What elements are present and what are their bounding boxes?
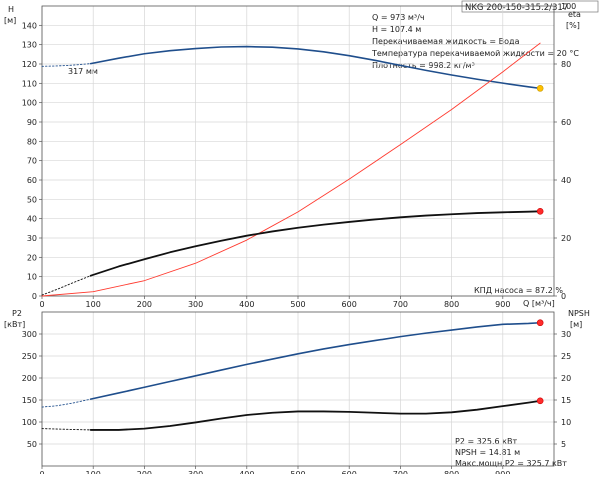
top-y2-tick-label: 20 bbox=[561, 234, 571, 243]
top-y-tick-label: 120 bbox=[22, 60, 37, 69]
top-y-tick-label: 30 bbox=[27, 234, 37, 243]
top-y2-tick-label: 80 bbox=[561, 60, 571, 69]
top-info-line: Плотность = 998.2 кг/м³ bbox=[372, 61, 475, 70]
bottom-operating-point-p2 bbox=[536, 319, 544, 327]
bottom-x-tick-label: 100 bbox=[86, 470, 101, 474]
top-info-line: Q = 973 м³/ч bbox=[372, 13, 425, 22]
top-x-tick-label: 600 bbox=[342, 300, 357, 309]
x-axis-unit: Q [м³/ч] bbox=[523, 299, 555, 308]
top-y-tick-label: 20 bbox=[27, 253, 37, 262]
top-y-tick-label: 90 bbox=[27, 118, 37, 127]
top-left-axis-name: H bbox=[8, 5, 14, 14]
top-y-tick-label: 0 bbox=[32, 292, 37, 301]
bottom-series-p2 bbox=[89, 321, 541, 400]
top-y-tick-label: 140 bbox=[22, 21, 37, 30]
bottom-x-tick-label: 400 bbox=[239, 470, 254, 474]
bottom-right-axis-unit: [м] bbox=[570, 320, 582, 329]
top-y2-tick-label: 100 bbox=[561, 2, 576, 11]
bottom-y-tick-label: 300 bbox=[22, 330, 37, 339]
bottom-grid bbox=[41, 312, 554, 466]
top-right-axis-name: eta bbox=[568, 10, 581, 19]
bottom-y2-tick-label: 30 bbox=[561, 330, 571, 339]
curve-label: 317 мм bbox=[68, 67, 98, 76]
top-y2-tick-label: 0 bbox=[561, 292, 566, 301]
top-x-tick-label: 300 bbox=[188, 300, 203, 309]
bottom-x-tick-label: 700 bbox=[393, 470, 408, 474]
top-y-tick-label: 50 bbox=[27, 195, 37, 204]
bottom-x-tick-label: 0 bbox=[39, 470, 44, 474]
bottom-y2-tick-label: 5 bbox=[561, 440, 566, 449]
bottom-y2-tick-label: 20 bbox=[561, 374, 571, 383]
top-x-tick-label: 800 bbox=[444, 300, 459, 309]
bottom-series-p2-ext bbox=[41, 398, 92, 408]
bottom-x-tick-label: 600 bbox=[342, 470, 357, 474]
top-y-tick-label: 40 bbox=[27, 215, 37, 224]
top-series-head bbox=[89, 45, 541, 90]
bottom-series-npsh bbox=[89, 399, 542, 431]
top-y2-tick-label: 40 bbox=[561, 176, 571, 185]
top-y-tick-label: 100 bbox=[22, 99, 37, 108]
bottom-x-tick-label: 900 bbox=[495, 470, 510, 474]
top-info-line: Перекачиваемая жидкость = Вода bbox=[372, 37, 520, 46]
top-y2-tick-label: 60 bbox=[561, 118, 571, 127]
model-header: NKG 200-150-315.2/317 bbox=[465, 3, 568, 13]
bottom-info-line: P2 = 325.6 кВт bbox=[455, 437, 517, 446]
bottom-y2-tick-label: 10 bbox=[561, 418, 571, 427]
bottom-series-npsh-ext bbox=[41, 428, 92, 431]
top-series-torque bbox=[89, 210, 542, 277]
bottom-x-tick-label: 500 bbox=[290, 470, 305, 474]
bottom-x-tick-label: 200 bbox=[137, 470, 152, 474]
top-x-tick-label: 100 bbox=[86, 300, 101, 309]
top-series-head-ext bbox=[41, 63, 92, 67]
bottom-y-tick-label: 200 bbox=[22, 374, 37, 383]
top-y-tick-label: 10 bbox=[27, 273, 37, 282]
top-y-tick-label: 60 bbox=[27, 176, 37, 185]
bottom-operating-point-npsh bbox=[536, 397, 544, 405]
top-info-line: H = 107.4 м bbox=[372, 25, 421, 34]
bottom-y-tick-label: 250 bbox=[22, 352, 37, 361]
bottom-right-axis-name: NPSH bbox=[568, 309, 590, 318]
bottom-x-tick-label: 300 bbox=[188, 470, 203, 474]
top-x-tick-label: 700 bbox=[393, 300, 408, 309]
top-y-tick-label: 80 bbox=[27, 137, 37, 146]
top-series-eta bbox=[41, 42, 541, 297]
top-x-tick-label: 900 bbox=[495, 300, 510, 309]
top-right-axis-unit: [%] bbox=[566, 21, 580, 30]
bottom-y-tick-label: 50 bbox=[27, 440, 37, 449]
bottom-info-line: NPSH = 14.81 м bbox=[455, 448, 520, 457]
top-y-tick-label: 110 bbox=[22, 79, 37, 88]
bottom-y-tick-label: 100 bbox=[22, 418, 37, 427]
bottom-info-line: Макс.мощн.P2 = 325.7 кВт bbox=[455, 459, 567, 468]
top-left-axis-unit: [м] bbox=[4, 16, 16, 25]
top-operating-point-torque bbox=[536, 208, 544, 215]
bottom-left-axis-unit: [кВт] bbox=[4, 320, 25, 329]
top-series-torque-ext bbox=[41, 275, 92, 296]
bottom-y-tick-label: 150 bbox=[22, 396, 37, 405]
top-x-tick-label: 400 bbox=[239, 300, 254, 309]
top-x-tick-label: 0 bbox=[39, 300, 44, 309]
eta-label: КПД насоса = 87.2 % bbox=[474, 286, 563, 295]
top-y-tick-label: 130 bbox=[22, 41, 37, 50]
top-info-line: Температура перекачиваемой жидкости = 20… bbox=[371, 49, 579, 58]
bottom-x-tick-label: 800 bbox=[444, 470, 459, 474]
top-operating-point-head bbox=[536, 85, 544, 92]
bottom-y2-tick-label: 15 bbox=[561, 396, 571, 405]
top-y-tick-label: 70 bbox=[27, 157, 37, 166]
top-x-tick-label: 500 bbox=[290, 300, 305, 309]
bottom-left-axis-name: P2 bbox=[12, 309, 22, 318]
bottom-y2-tick-label: 25 bbox=[561, 352, 571, 361]
top-x-tick-label: 200 bbox=[137, 300, 152, 309]
model-header-box bbox=[461, 0, 599, 13]
